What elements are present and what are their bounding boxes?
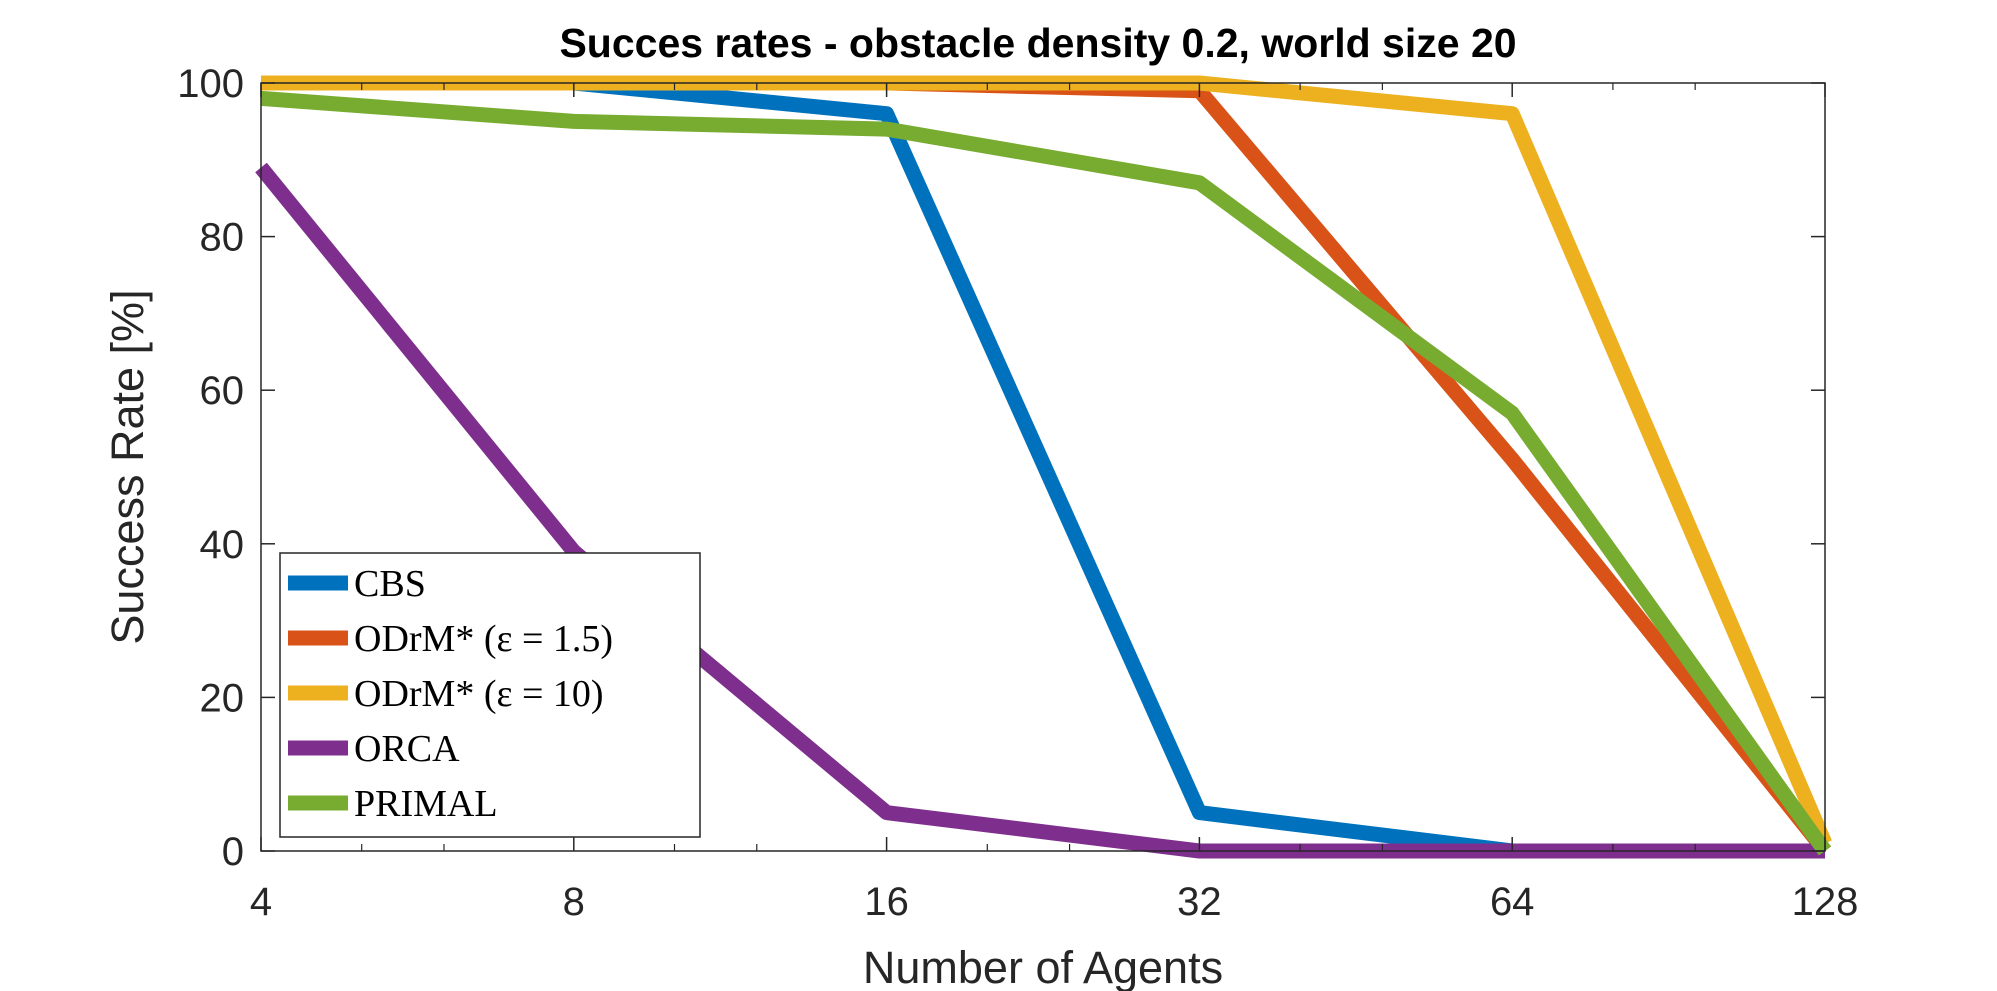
y-tick-label: 40: [200, 523, 245, 567]
y-tick-label: 100: [177, 62, 244, 106]
y-tick-label: 20: [200, 676, 245, 720]
x-tick-label: 128: [1792, 880, 1859, 924]
y-axis-label: Success Rate [%]: [102, 289, 153, 644]
plot-frame: [260, 82, 1826, 852]
x-tick-label: 32: [1177, 880, 1222, 924]
legend-label: PRIMAL: [354, 783, 498, 825]
legend-label: ODrM* (ε = 10): [354, 673, 604, 715]
legend-label: CBS: [354, 563, 426, 605]
legend-label: ORCA: [354, 728, 460, 770]
y-tick-label: 0: [222, 830, 244, 874]
legend: CBS ODrM* (ε = 1.5) ODrM* (ε = 10) ORCA PRIM…: [279, 552, 701, 838]
series-line-4: [260, 90, 1832, 856]
y-tick-label: 80: [200, 216, 245, 260]
legend-box: [279, 552, 701, 838]
legend-label: ODrM* (ε = 1.5): [354, 618, 613, 660]
x-tick-label: 8: [563, 880, 585, 924]
x-tick-label: 64: [1490, 880, 1535, 924]
tick-layer: 4 8 16 32 64 128 0 20 40 60 80 100: [177, 62, 1858, 924]
x-tick-label: 4: [250, 880, 272, 924]
x-axis-label: Number of Agents: [863, 942, 1223, 991]
y-tick-label: 60: [200, 369, 245, 413]
chart-title: Succes rates - obstacle density 0.2, wor…: [559, 20, 1516, 66]
x-tick-label: 16: [864, 880, 909, 924]
